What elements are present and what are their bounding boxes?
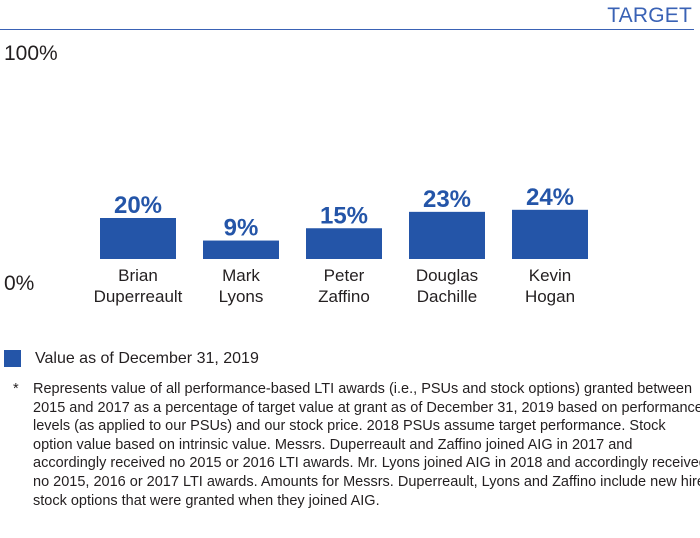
category-label-1-1: Lyons: [219, 287, 264, 306]
bar-3: [409, 211, 485, 259]
data-label-4: 24%: [526, 184, 574, 211]
y-axis-top-label: 100%: [4, 42, 58, 65]
legend-swatch: [4, 350, 21, 367]
header-rule: [0, 29, 694, 30]
data-label-2: 15%: [320, 202, 368, 229]
bar-2: [306, 228, 382, 259]
target-label: TARGET: [607, 4, 692, 27]
y-axis-bottom-label: 0%: [4, 272, 35, 295]
bar-chart: 20% Brian Duperreault 9% Mark Lyons 15% Peter Za…: [94, 184, 588, 306]
category-label-0-1: Duperreault: [94, 287, 183, 306]
bar-0: [100, 218, 176, 259]
category-label-0-0: Brian: [118, 266, 158, 285]
bar-1: [203, 240, 279, 259]
category-label-4-0: Kevin: [529, 266, 572, 285]
bar-4: [512, 209, 588, 259]
category-label-2-1: Zaffino: [318, 287, 370, 306]
data-label-1: 9%: [224, 215, 259, 242]
category-label-3-1: Dachille: [417, 287, 477, 306]
category-label-4-1: Hogan: [525, 287, 575, 306]
category-label-1-0: Mark: [222, 266, 260, 285]
legend-label: Value as of December 31, 2019: [35, 350, 259, 367]
footnote-text: Represents value of all performance-base…: [33, 381, 700, 509]
data-label-0: 20%: [114, 192, 162, 219]
data-label-3: 23%: [423, 186, 471, 213]
category-label-3-0: Douglas: [416, 266, 478, 285]
footnote-marker: *: [13, 381, 19, 397]
category-label-2-0: Peter: [324, 266, 365, 285]
